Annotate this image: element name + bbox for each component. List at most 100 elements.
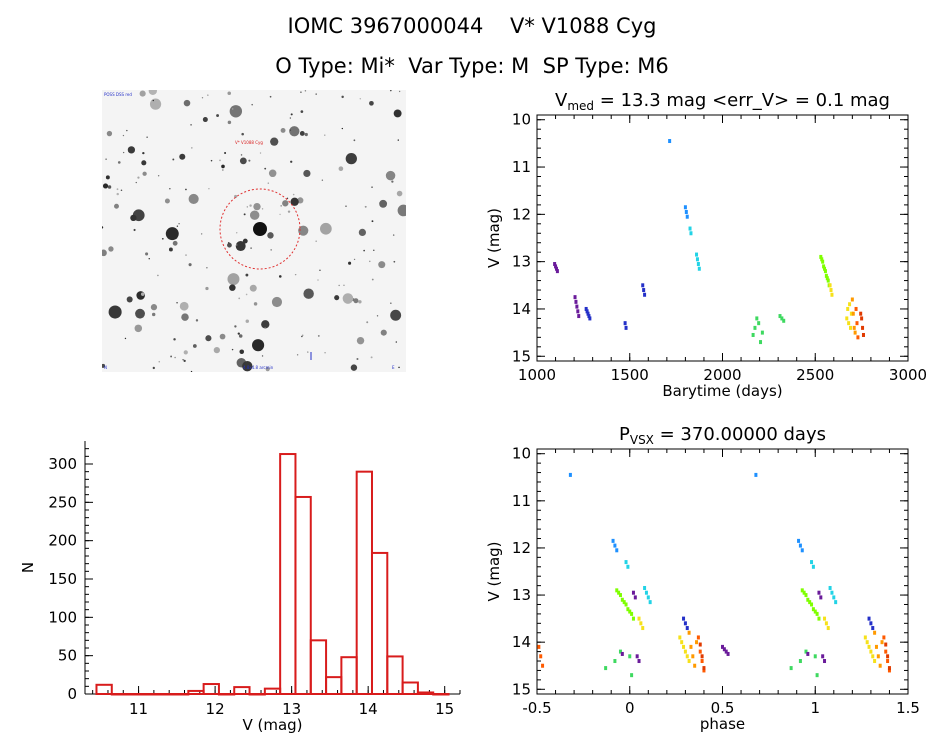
phased-point [754, 472, 758, 477]
sky-star [356, 357, 359, 361]
sky-star [235, 241, 246, 252]
phased-point [865, 640, 869, 645]
sky-star [268, 169, 277, 178]
phased-point [815, 673, 819, 678]
sky-star [358, 228, 366, 237]
sky-star [342, 293, 354, 304]
sky-star [239, 349, 245, 355]
sky-survey-label: POSS DSS red [104, 92, 132, 97]
sky-star [341, 95, 344, 99]
sky-star [319, 269, 321, 272]
phased-point [810, 602, 814, 607]
sky-star [108, 246, 114, 252]
phased-point [721, 644, 724, 649]
phased-point [687, 659, 691, 664]
sky-star [152, 99, 154, 102]
sky-star [264, 167, 267, 170]
sky-star [178, 223, 180, 225]
phased-point [873, 659, 877, 664]
sky-star [168, 247, 173, 252]
phased-point [802, 590, 806, 595]
phased-point [639, 621, 643, 626]
lightcurve-point [554, 264, 558, 269]
phased-point [808, 600, 812, 605]
sky-star [170, 355, 173, 358]
lightcurve-point [688, 226, 692, 231]
sky-star [205, 286, 209, 291]
sky-star [161, 237, 164, 240]
lightcurve-ytick-label: 13 [512, 253, 531, 271]
phased-point [798, 659, 802, 664]
sky-star [280, 205, 282, 207]
sky-star [195, 319, 199, 322]
sky-target-star [253, 222, 267, 236]
phased-xtick-label: 1.5 [896, 699, 920, 717]
sky-star [270, 249, 272, 251]
phased-point [622, 600, 626, 605]
sky-star [396, 190, 403, 197]
phased-point [886, 659, 890, 664]
lightcurve-point [856, 335, 860, 340]
sky-star [343, 284, 345, 286]
lightcurve-point [848, 302, 852, 307]
phased-point [700, 654, 704, 659]
phased-point [620, 597, 624, 602]
phased-point [702, 668, 706, 673]
phased-point [628, 654, 632, 659]
sky-star [206, 267, 208, 269]
sky-star [120, 189, 123, 192]
phased-point [615, 548, 619, 553]
phased-point [628, 609, 632, 614]
sky-star [243, 213, 246, 216]
sky-star [267, 232, 274, 239]
lightcurve-xtick-label: 2000 [703, 366, 741, 384]
phased-xtick-label: 1 [810, 699, 820, 717]
sky-star [107, 185, 112, 189]
sky-star [208, 188, 210, 190]
sky-star [289, 126, 300, 137]
phased-point [683, 621, 687, 626]
phased-point [815, 611, 819, 616]
sky-star [205, 335, 212, 342]
lightcurve-point [695, 252, 699, 257]
phased-point [617, 590, 621, 595]
sky-star [304, 90, 307, 92]
lightcurve-point [778, 314, 782, 319]
phased-point [630, 673, 634, 678]
phased-point [631, 590, 635, 595]
sky-star [151, 312, 156, 317]
phased-point [637, 659, 641, 664]
histogram-xtick-label: 12 [206, 700, 225, 718]
phased-ytick-label: 14 [512, 633, 531, 651]
lightcurve-frame [536, 114, 909, 362]
lightcurve-xtick-label: 3000 [889, 366, 927, 384]
lightcurve-point [587, 314, 591, 319]
sky-star [176, 302, 178, 304]
sky-star [248, 159, 251, 162]
lightcurve-point [848, 325, 852, 330]
phased-point [678, 635, 682, 640]
lightcurve-point [586, 311, 590, 316]
sky-star [350, 364, 358, 371]
lightcurve-point [697, 266, 701, 271]
phased-point [635, 654, 639, 659]
sky-star [269, 95, 272, 98]
sky-star [126, 129, 128, 132]
sky-star [385, 170, 396, 181]
lightcurve-ytick-label: 10 [512, 111, 531, 129]
lightcurve-point [668, 139, 672, 144]
sky-star [227, 91, 232, 96]
sky-star [294, 273, 297, 276]
histogram-ytick-label: 150 [48, 570, 77, 588]
phased-point [884, 642, 888, 647]
lightcurve-point [853, 330, 857, 335]
sky-star [174, 356, 176, 359]
phased-point [823, 616, 827, 621]
histogram-bar [401, 681, 419, 695]
sky-star [398, 366, 400, 369]
phased-point [541, 663, 545, 668]
phased-point [800, 548, 804, 553]
sky-star [245, 293, 248, 296]
sky-star [242, 360, 253, 372]
sky-star [242, 238, 248, 244]
